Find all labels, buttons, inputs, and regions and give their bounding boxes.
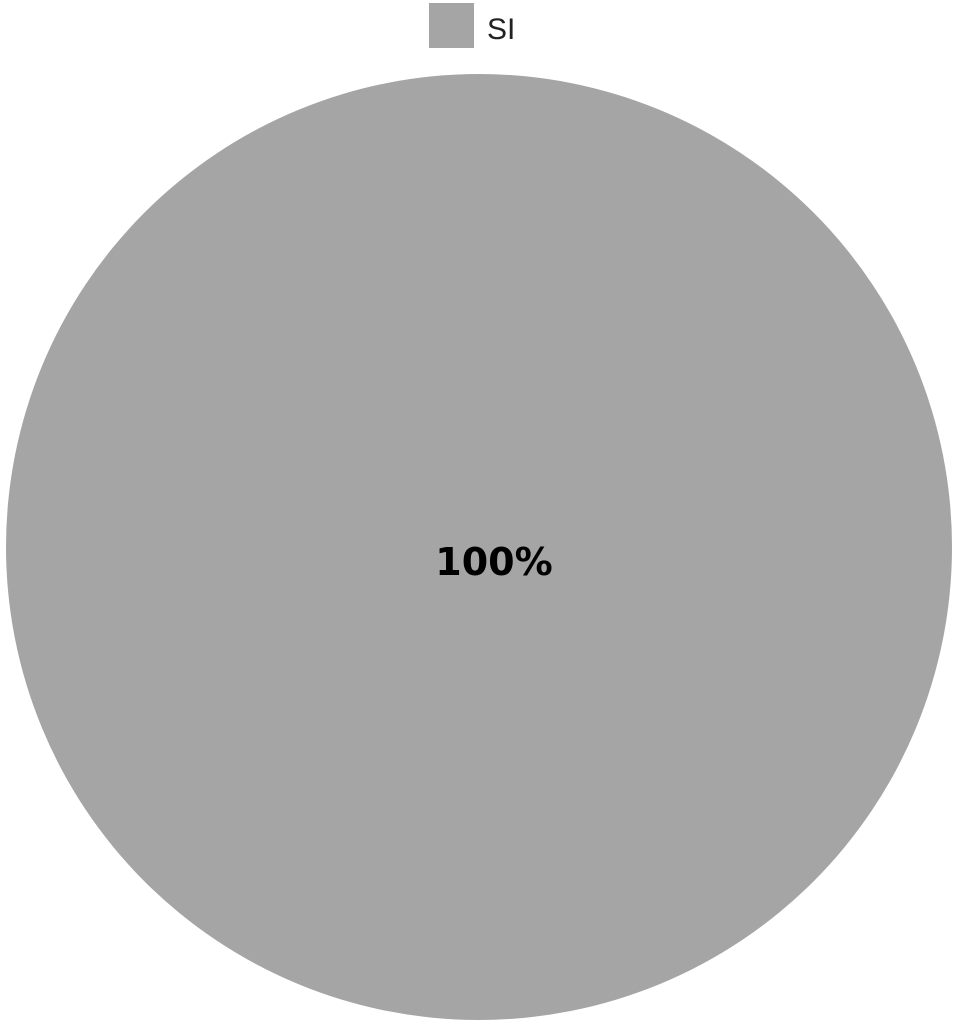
pie-slices xyxy=(6,74,952,1020)
pie-slice-si xyxy=(6,74,952,1020)
legend-swatch xyxy=(429,3,474,48)
slice-value-label: 100% xyxy=(435,540,552,584)
legend: SI xyxy=(429,3,515,48)
slice-labels: 100% xyxy=(435,540,552,584)
legend-label: SI xyxy=(487,13,515,46)
